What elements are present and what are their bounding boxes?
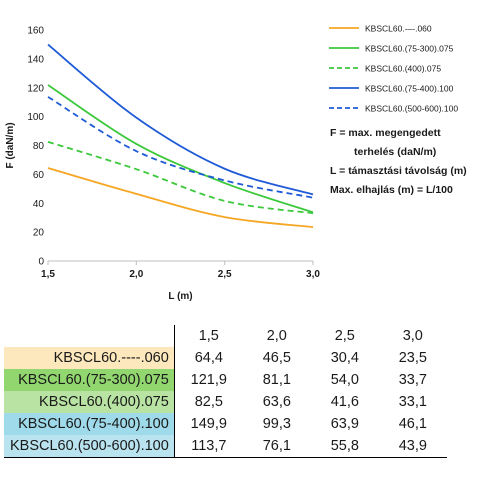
table-row: KBSCL60.(75-300).075 121,9 81,1 54,0 33,… xyxy=(4,369,447,391)
table-cell: 64,4 xyxy=(194,350,223,366)
y-tick-label: 140 xyxy=(27,54,44,65)
table-cell: 121,9 xyxy=(190,372,227,388)
y-tick-label: 160 xyxy=(27,26,44,37)
table-row: KBSCL60.(400).075 82,5 63,6 41,6 33,1 xyxy=(4,391,447,413)
table-row: KBSCL60.----.060 64,4 46,5 30,4 23,5 xyxy=(4,347,447,369)
table-cell: 41,6 xyxy=(330,394,359,410)
column-header: 2,0 xyxy=(266,328,287,344)
y-tick-label: 100 xyxy=(27,112,44,123)
table-cell: 33,7 xyxy=(398,372,427,388)
x-axis-label: L (m) xyxy=(168,291,192,302)
chart-axes: 0 20 40 60 80 100 120 140 160 1,5 2,0 2,5 3,0 L (m) F … xyxy=(5,26,320,303)
x-tick-label: 2,5 xyxy=(218,269,232,280)
table-row: KBSCL60.(500-600).100 113,7 76,1 55,8 43… xyxy=(4,435,447,458)
column-header: 3,0 xyxy=(402,328,423,344)
table-cell: 30,4 xyxy=(330,350,359,366)
legend-label: KBSCL60.-–-.060 xyxy=(365,24,432,34)
y-axis-label: F (daN/m) xyxy=(5,122,16,168)
y-tick-label: 40 xyxy=(33,199,45,210)
table-cell: 55,8 xyxy=(310,435,379,458)
x-tick-label: 1,5 xyxy=(41,269,55,280)
table-cell: 81,1 xyxy=(262,372,291,388)
y-tick-label: 0 xyxy=(38,257,44,268)
table-cell: 23,5 xyxy=(398,350,427,366)
note-line: F = max. megengedett xyxy=(330,127,441,139)
table-cell: 76,1 xyxy=(242,435,311,458)
table-cell: 99,3 xyxy=(262,416,291,432)
table-cell: 63,9 xyxy=(330,416,359,432)
note-line: terhelés (daN/m) xyxy=(354,146,437,158)
legend-label: KBSCL60.(75-300).075 xyxy=(365,44,454,54)
legend-label: KBSCL60.(500-600).100 xyxy=(365,104,458,114)
chart-legend: KBSCL60.-–-.060 KBSCL60.(75-300).075 KBSCL… xyxy=(329,24,458,114)
series-line xyxy=(47,141,314,215)
series-line xyxy=(47,84,314,214)
column-header: 1,5 xyxy=(198,328,219,344)
y-tick-label: 60 xyxy=(33,170,45,181)
table-header-row: 1,5 2,0 2,5 3,0 xyxy=(4,325,447,347)
table-cell: 33,1 xyxy=(398,394,427,410)
series-line xyxy=(47,43,314,196)
y-tick-label: 20 xyxy=(33,228,45,239)
y-tick-label: 80 xyxy=(33,141,45,152)
legend-label: KBSCL60.(400).075 xyxy=(365,64,441,74)
x-tick-label: 2,0 xyxy=(129,269,143,280)
table-cell: 46,1 xyxy=(398,416,427,432)
row-name: KBSCL60.(400).075 xyxy=(4,391,175,413)
table-cell: 149,9 xyxy=(190,416,227,432)
chart-notes: F = max. megengedett terhelés (daN/m) L … xyxy=(330,126,480,197)
x-tick-label: 3,0 xyxy=(306,269,320,280)
series-line xyxy=(47,167,314,228)
row-name: KBSCL60.(75-300).075 xyxy=(4,369,175,391)
data-table: 1,5 2,0 2,5 3,0 KBSCL60.----.060 64,4 46… xyxy=(4,325,447,458)
table-row: KBSCL60.(75-400).100 149,9 99,3 63,9 46,… xyxy=(4,413,447,435)
table-cell: 46,5 xyxy=(262,350,291,366)
table-cell: 43,9 xyxy=(378,435,447,458)
note-line: Max. elhajlás (m) = L/100 xyxy=(330,184,453,196)
table-cell: 82,5 xyxy=(194,394,223,410)
table-cell: 113,7 xyxy=(174,435,243,458)
column-header: 2,5 xyxy=(334,328,355,344)
note-line: L = támasztási távolság (m) xyxy=(330,165,467,177)
chart-series xyxy=(47,43,314,228)
y-tick-label: 120 xyxy=(27,83,44,94)
row-name: KBSCL60.(500-600).100 xyxy=(4,435,175,458)
series-line xyxy=(47,96,314,199)
table-corner xyxy=(4,325,175,347)
legend-label: KBSCL60.(75-400).100 xyxy=(365,84,454,94)
table-cell: 54,0 xyxy=(330,372,359,388)
table-cell: 63,6 xyxy=(262,394,291,410)
load-chart: 0 20 40 60 80 100 120 140 160 1,5 2,0 2,5 3,0 L (m) F … xyxy=(5,24,458,303)
row-name: KBSCL60.----.060 xyxy=(4,347,175,369)
row-name: KBSCL60.(75-400).100 xyxy=(4,413,175,435)
